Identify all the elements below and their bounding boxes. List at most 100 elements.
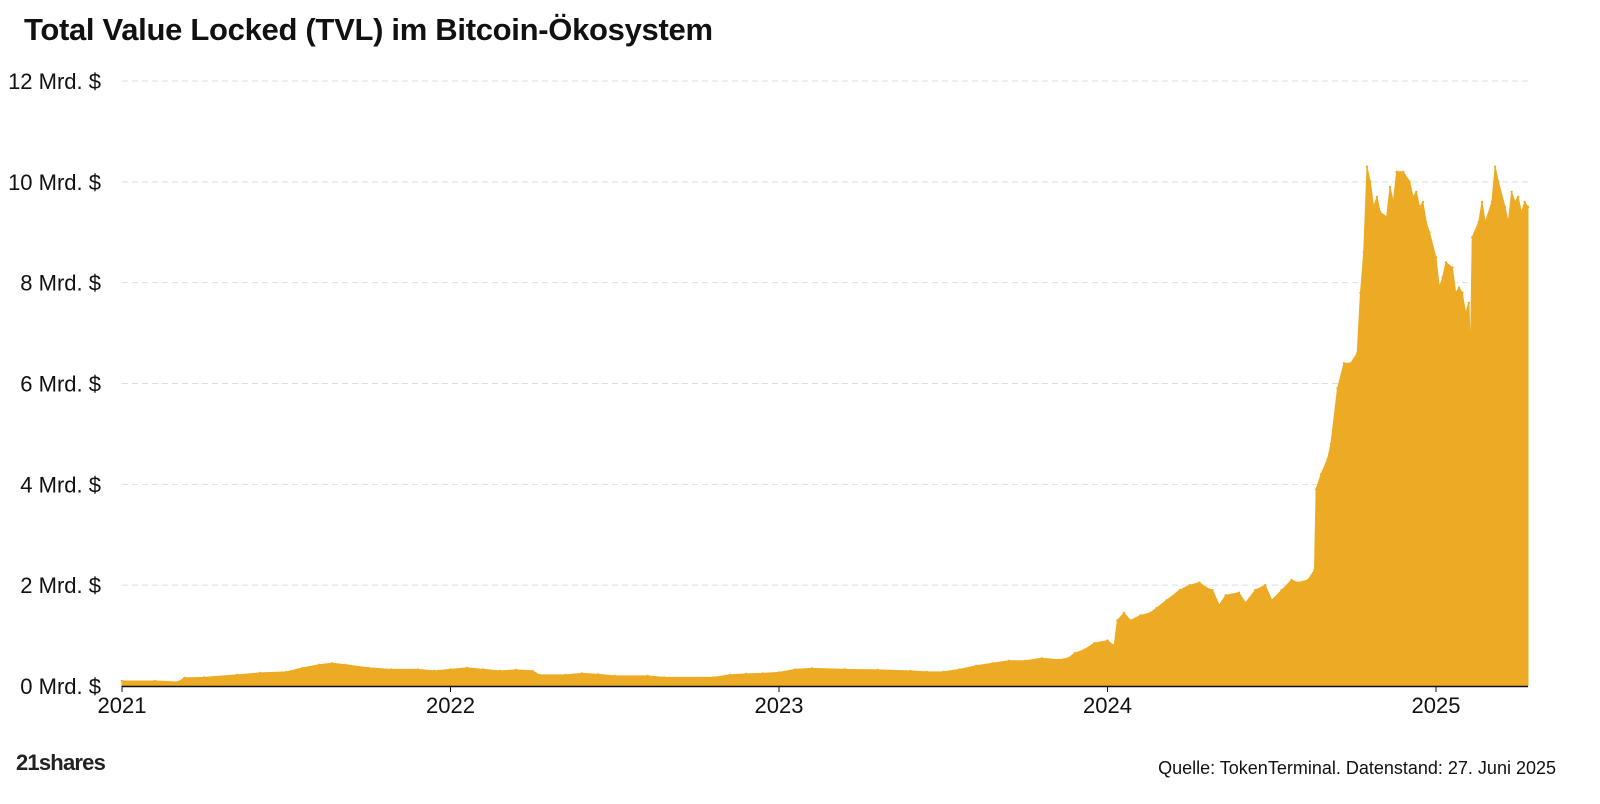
y-tick-label: 12 Mrd. $ — [8, 69, 101, 94]
data-point — [1178, 589, 1182, 592]
data-point — [1411, 195, 1415, 199]
data-point — [843, 668, 846, 671]
data-point — [1116, 619, 1119, 622]
data-point — [465, 666, 469, 670]
y-tick-label: 0 Mrd. $ — [20, 674, 101, 699]
data-point — [449, 668, 452, 671]
data-point — [120, 679, 124, 683]
data-point — [1254, 589, 1257, 592]
y-tick-label: 2 Mrd. $ — [20, 573, 101, 598]
data-point — [1155, 606, 1159, 610]
x-tick-label: 2021 — [98, 693, 147, 718]
data-point — [183, 676, 186, 680]
data-point — [1461, 291, 1464, 294]
data-point — [1342, 362, 1346, 365]
data-point — [1388, 185, 1392, 189]
data-point — [1349, 362, 1352, 365]
data-point — [153, 679, 157, 683]
data-point — [580, 672, 584, 675]
y-tick-label: 8 Mrd. $ — [20, 271, 101, 296]
data-point — [1372, 205, 1375, 209]
data-point — [1507, 221, 1510, 224]
x-tick-label: 2024 — [1083, 693, 1132, 718]
y-axis-ticks: 12 Mrd. $ 10 Mrd. $ 8 Mrd. $ 6 Mrd. $ 4 Mrd.… — [8, 69, 101, 699]
data-point — [1306, 578, 1310, 582]
data-point — [1149, 611, 1152, 615]
data-point — [1066, 657, 1070, 660]
data-point — [1329, 442, 1333, 446]
data-point — [258, 671, 262, 675]
data-point — [1444, 261, 1448, 264]
data-point — [1513, 200, 1517, 204]
y-tick-label: 10 Mrd. $ — [8, 170, 101, 195]
series-area-group — [120, 165, 1530, 687]
data-point — [1379, 210, 1382, 214]
data-point — [942, 670, 945, 674]
data-point — [1526, 205, 1530, 209]
data-point — [1237, 591, 1241, 594]
data-point — [1467, 301, 1471, 304]
data-point — [317, 663, 321, 666]
data-point — [1392, 200, 1395, 204]
data-point — [515, 668, 518, 672]
data-point — [777, 671, 781, 674]
data-point — [1385, 215, 1388, 219]
data-point — [1024, 659, 1027, 662]
data-point — [925, 670, 928, 674]
data-point — [531, 669, 534, 673]
data-point — [1523, 200, 1526, 204]
data-point — [1457, 286, 1461, 289]
data-point — [876, 668, 879, 672]
data-point — [1224, 594, 1228, 597]
data-point — [662, 676, 666, 679]
data-point — [1454, 291, 1457, 294]
data-point — [1477, 221, 1480, 224]
data-point — [564, 673, 567, 677]
data-point — [1451, 266, 1454, 269]
data-point — [482, 668, 485, 671]
data-point — [1165, 599, 1168, 602]
data-point — [1290, 578, 1293, 582]
data-point — [1218, 604, 1221, 607]
data-point — [1313, 568, 1316, 572]
data-point — [1139, 614, 1142, 617]
data-point — [1129, 619, 1132, 622]
data-point — [1057, 658, 1060, 661]
data-point — [1106, 639, 1109, 642]
data-point — [285, 670, 288, 674]
data-point — [712, 676, 715, 679]
data-point — [761, 672, 764, 675]
y-tick-label: 4 Mrd. $ — [20, 472, 101, 497]
data-point — [1369, 180, 1372, 183]
data-point — [1434, 256, 1438, 259]
data-point — [1326, 457, 1329, 461]
data-point — [1296, 581, 1300, 584]
data-point — [432, 669, 436, 673]
data-point — [1362, 251, 1365, 254]
data-point — [958, 668, 961, 671]
data-point — [794, 668, 797, 671]
data-point — [1520, 210, 1523, 214]
data-point — [1365, 165, 1369, 168]
data-point — [1516, 195, 1520, 199]
data-point — [1503, 205, 1507, 209]
data-point — [1441, 276, 1444, 279]
data-point — [810, 667, 814, 670]
data-point — [1497, 180, 1500, 183]
x-tick-label: 2022 — [426, 693, 475, 718]
data-point — [1359, 291, 1362, 294]
data-point — [1198, 581, 1201, 584]
data-point — [909, 669, 912, 673]
data-point — [1395, 170, 1398, 173]
data-point — [1493, 165, 1497, 168]
series-area-tvl — [121, 166, 1529, 687]
data-point — [1083, 648, 1086, 651]
data-point — [1122, 611, 1126, 615]
data-point — [1421, 200, 1425, 204]
data-point — [176, 680, 179, 684]
x-tick-label: 2023 — [755, 693, 804, 718]
data-point — [1510, 190, 1513, 194]
data-point — [1314, 488, 1318, 491]
data-point — [1073, 652, 1076, 655]
